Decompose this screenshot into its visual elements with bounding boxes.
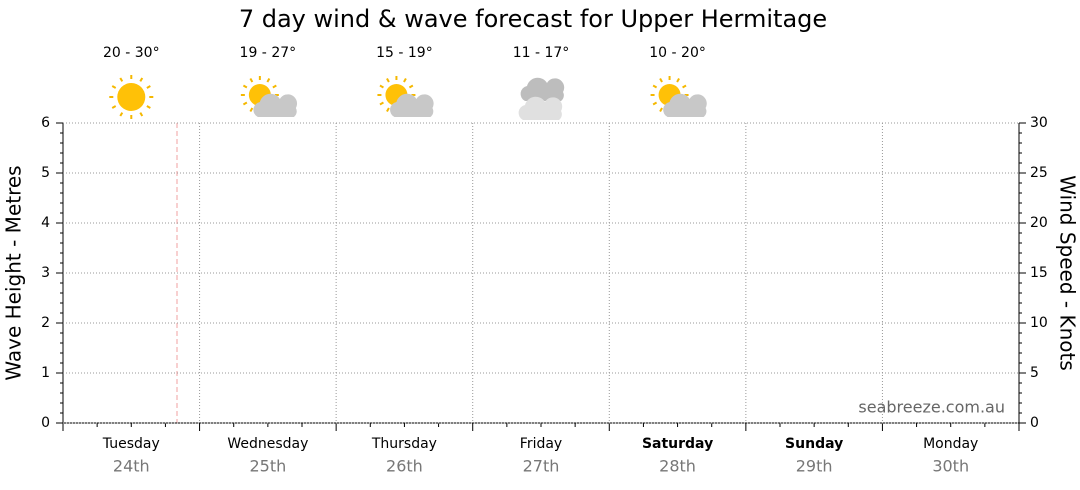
sun-ray [386, 107, 390, 112]
sun-ray [659, 107, 663, 112]
date-label: 27th [523, 457, 560, 476]
sun-ray [119, 77, 124, 82]
y-tick-label: 4 [41, 215, 50, 231]
sun-ray [242, 101, 248, 106]
sun-ray [652, 84, 658, 89]
day-label: Monday [923, 436, 978, 452]
y-tick-label: 3 [41, 265, 50, 281]
sun-ray [249, 78, 254, 83]
day-label: Sunday [785, 436, 843, 452]
y2-tick-label: 0 [1030, 415, 1039, 431]
cloud [520, 77, 565, 101]
sun-ray [249, 107, 254, 112]
sun-ray [111, 105, 117, 109]
cloud [663, 93, 707, 117]
y2-axis-label: Wind Speed - Knots [1056, 175, 1080, 371]
y-tick-label: 5 [41, 165, 50, 181]
sun-ray [403, 78, 407, 83]
weather-icon [650, 76, 707, 117]
date-label: 26th [386, 457, 423, 476]
weather-icon [377, 76, 434, 117]
sun-ray [146, 105, 151, 109]
sun-ray [682, 84, 687, 89]
day-label: Friday [520, 436, 562, 452]
y-axis-label: Wave Height - Metres [2, 165, 26, 380]
day-label: Thursday [371, 436, 437, 452]
y-tick-label: 1 [41, 365, 50, 381]
weather-icon [109, 75, 154, 119]
y2-tick-label: 20 [1030, 215, 1048, 231]
date-label: 28th [659, 457, 696, 476]
cloud [253, 93, 298, 117]
sun-ray [266, 78, 271, 83]
sun-ray [408, 84, 414, 89]
weather-icon [240, 76, 298, 117]
temperature: 19 - 27° [240, 45, 297, 61]
y2-tick-label: 30 [1030, 115, 1048, 131]
y2-tick-label: 25 [1030, 165, 1048, 181]
temperature: 10 - 20° [649, 45, 706, 61]
y2-tick-label: 10 [1030, 315, 1048, 331]
date-label: 25th [249, 457, 286, 476]
y2-tick-label: 5 [1030, 365, 1039, 381]
sun-ray [379, 84, 384, 89]
cloud [518, 96, 563, 120]
watermark: seabreeze.com.au [858, 398, 1005, 417]
date-label: 29th [796, 457, 833, 476]
temperature: 11 - 17° [513, 45, 570, 61]
temperature: 15 - 19° [376, 45, 433, 61]
y-tick-label: 0 [41, 415, 50, 431]
sun-ray [146, 85, 151, 89]
y2-tick-label: 15 [1030, 265, 1048, 281]
date-label: 24th [113, 457, 150, 476]
day-label: Saturday [642, 436, 713, 452]
chart-title: 7 day wind & wave forecast for Upper Her… [239, 5, 827, 33]
weather-icon [518, 77, 565, 120]
sun-ray [379, 101, 384, 106]
date-label: 30th [932, 457, 969, 476]
sun [117, 83, 146, 111]
sun-ray [676, 78, 680, 83]
temperature: 20 - 30° [103, 45, 160, 61]
sun-ray [659, 78, 663, 83]
cloud [390, 93, 434, 117]
sun-ray [111, 85, 117, 89]
sun-ray [652, 101, 658, 106]
sun-ray [139, 112, 144, 117]
y-tick-label: 2 [41, 315, 50, 331]
sun-ray [242, 84, 248, 89]
day-label: Tuesday [102, 436, 160, 452]
sun-ray [139, 77, 144, 82]
day-label: Wednesday [227, 436, 308, 452]
y-tick-label: 6 [41, 115, 50, 131]
sun-ray [272, 84, 277, 89]
sun-ray [386, 78, 390, 83]
sun-ray [119, 112, 124, 117]
